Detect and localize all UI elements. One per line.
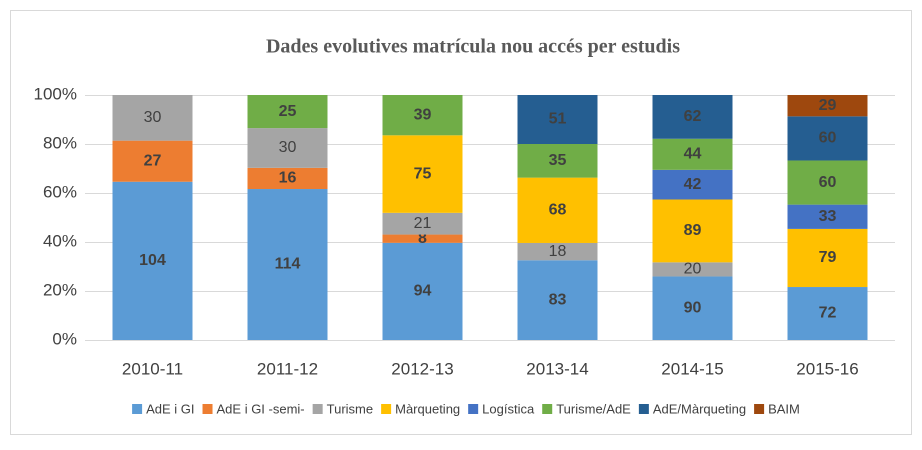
bar-segment — [652, 95, 733, 139]
bar-segment — [247, 189, 328, 340]
x-tick-label: 2015-16 — [796, 359, 858, 378]
data-label: 44 — [684, 146, 702, 163]
bar-segment — [112, 181, 193, 340]
bar-segment — [787, 287, 868, 340]
x-tick-label: 2012-13 — [391, 359, 453, 378]
data-label: 8 — [418, 230, 427, 247]
legend-label: Turisme — [327, 401, 373, 416]
bar-segment — [652, 262, 733, 277]
data-label: 83 — [549, 291, 567, 308]
legend-label: Logística — [482, 401, 535, 416]
y-tick-label: 100% — [34, 84, 77, 103]
bar-segment — [382, 242, 463, 340]
bar-segment — [517, 95, 598, 144]
data-label: 16 — [279, 170, 297, 187]
legend-swatch — [312, 404, 323, 414]
x-tick-label: 2013-14 — [526, 359, 588, 378]
data-label: 29 — [819, 97, 837, 114]
data-label: 42 — [684, 176, 702, 193]
legend-swatch — [542, 404, 553, 414]
legend-swatch — [132, 404, 143, 414]
data-label: 90 — [684, 299, 702, 316]
data-label: 79 — [819, 249, 837, 266]
bar-segment — [787, 160, 868, 205]
bar-segment — [652, 169, 733, 200]
data-label: 94 — [414, 283, 432, 300]
bar-segment — [247, 128, 328, 168]
legend-swatch — [754, 404, 765, 414]
x-tick-label: 2010-11 — [122, 359, 183, 378]
bar-segment — [112, 95, 193, 141]
data-label: 39 — [414, 106, 432, 123]
data-label: 62 — [684, 108, 702, 125]
bar-segment — [517, 144, 598, 178]
y-tick-label: 80% — [43, 133, 77, 152]
bar-segment — [652, 199, 733, 263]
legend-label: BAIM — [768, 401, 800, 416]
legend-swatch — [638, 404, 649, 414]
bar-segment — [652, 138, 733, 170]
data-label: 60 — [819, 130, 837, 147]
bar-segment — [787, 116, 868, 161]
data-label: 75 — [414, 165, 432, 182]
bar-segment — [787, 228, 868, 288]
bar-segment — [112, 140, 193, 182]
chart-title: Dades evolutives matrícula nou accés per… — [266, 36, 680, 58]
data-label: 27 — [144, 152, 162, 169]
y-tick-label: 20% — [43, 280, 77, 299]
x-tick-label: 2011-12 — [257, 359, 318, 378]
bar-segment — [517, 242, 598, 261]
legend-swatch — [202, 404, 213, 414]
bar-segment — [247, 95, 328, 129]
data-label: 18 — [549, 243, 567, 260]
legend-swatch — [381, 404, 392, 414]
data-label: 89 — [684, 222, 702, 239]
legend-label: Turisme/AdE — [556, 401, 631, 416]
x-tick-label: 2014-15 — [661, 359, 723, 378]
data-label: 104 — [139, 252, 166, 269]
legend-label: Màrqueting — [395, 401, 460, 416]
y-tick-label: 0% — [52, 329, 77, 348]
y-tick-label: 60% — [43, 182, 77, 201]
data-label: 21 — [414, 215, 432, 232]
data-label: 33 — [819, 208, 837, 225]
data-label: 60 — [819, 174, 837, 191]
data-label: 72 — [819, 305, 837, 322]
legend-swatch — [468, 404, 479, 414]
bar-segment — [382, 95, 463, 136]
data-label: 25 — [279, 103, 297, 120]
bar-segment — [517, 177, 598, 243]
bar-segment — [652, 276, 733, 340]
data-label: 30 — [144, 109, 162, 126]
bar-segment — [382, 212, 463, 235]
legend-label: AdE i GI -semi- — [217, 401, 305, 416]
bar-segment — [517, 260, 598, 340]
data-label: 114 — [275, 256, 301, 273]
data-label: 68 — [549, 202, 567, 219]
legend-label: AdE i GI — [146, 401, 194, 416]
legend-label: AdE/Màrqueting — [653, 401, 746, 416]
bar-segment — [787, 204, 868, 229]
data-label: 51 — [549, 111, 567, 128]
data-label: 35 — [549, 152, 567, 169]
bar-segment — [247, 167, 328, 190]
bar-segment — [787, 95, 868, 117]
y-tick-label: 40% — [43, 231, 77, 250]
bar-segment — [382, 135, 463, 213]
data-label: 20 — [684, 261, 702, 278]
bar-segment — [382, 234, 463, 243]
data-label: 30 — [279, 139, 297, 156]
